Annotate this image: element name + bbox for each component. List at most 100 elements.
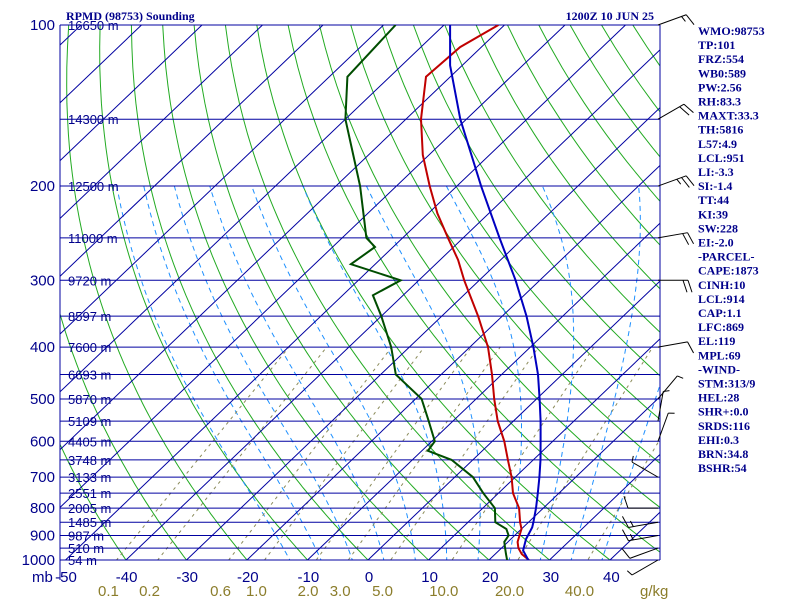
dry-adiabat: [60, 443, 127, 560]
index-text: EI:-2.0: [698, 236, 734, 250]
wind-barbs: [621, 14, 695, 576]
index-text: MAXT:33.3: [698, 109, 759, 123]
wind-barb-flag: [683, 103, 694, 113]
wind-barb-flag: [687, 232, 695, 245]
wind-barb: [657, 375, 684, 400]
wind-barb: [657, 103, 694, 120]
index-text: SI:-1.4: [698, 179, 732, 193]
isotherm: [428, 338, 660, 560]
height-label: 3748 m: [68, 453, 111, 468]
index-text: MPL:69: [698, 348, 741, 362]
height-label: 8597 m: [68, 309, 111, 324]
mixing-ratio-tick-label: 5.0: [372, 583, 393, 600]
pressure-tick-label: 100: [30, 17, 55, 34]
wind-barb-half-flag: [631, 455, 634, 463]
mixing-ratio-line: [390, 346, 539, 560]
height-label: 3133 m: [68, 470, 111, 485]
axis-unit-label: mb: [32, 569, 53, 586]
index-text: PW:2.56: [698, 80, 742, 94]
index-text: SRDS:116: [698, 419, 750, 433]
wind-barb-staff: [657, 412, 669, 442]
moist-adiabat: [445, 185, 522, 560]
height-label: 5109 m: [68, 414, 111, 429]
wind-barb-flag: [687, 280, 693, 293]
isotherm: [307, 222, 660, 560]
wind-barb: [621, 547, 659, 559]
height-label: 54 m: [68, 553, 97, 568]
height-label: 7600 m: [68, 340, 111, 355]
isotherm: [0, 25, 21, 560]
height-label: 14300 m: [68, 112, 119, 127]
isotherm: [125, 49, 660, 560]
index-text: STM:313/9: [698, 377, 755, 391]
height-label: 510 m: [68, 541, 104, 556]
temperature-tick-label: 30: [542, 569, 559, 586]
wind-barb-flag: [621, 516, 629, 528]
index-text: TT:44: [698, 193, 729, 207]
wind-barb-staff: [657, 341, 688, 348]
index-text: KI:39: [698, 207, 728, 221]
moist-adiabat: [366, 185, 481, 560]
height-label: 1485 m: [68, 515, 111, 530]
isobars: [59, 24, 661, 580]
mixing-ratio-unit: g/kg: [640, 583, 668, 600]
isotherm: [367, 280, 660, 560]
dry-adiabat: [600, 25, 660, 113]
isotherm: [60, 25, 384, 335]
index-text: TP:101: [698, 38, 735, 52]
height-label: 5870 m: [68, 392, 111, 407]
mixing-ratio-lines: [115, 346, 660, 560]
wind-barb: [621, 529, 659, 542]
dry-adiabat: [60, 312, 188, 560]
wind-barb-staff: [629, 547, 659, 559]
dry-adiabat: [130, 25, 369, 560]
height-label: 987 m: [68, 529, 104, 544]
wind-barb-flag: [681, 177, 690, 188]
mixing-ratio-tick-label: 20.0: [495, 583, 524, 600]
mixing-ratio-tick-label: 40.0: [565, 583, 594, 600]
wind-barb: [657, 232, 695, 245]
profile-lines: [344, 25, 542, 560]
index-text: L57:4.9: [698, 137, 737, 151]
moist-adiabat: [570, 186, 641, 560]
dry-adiabat: [256, 25, 611, 560]
wind-barb-half-flag: [629, 520, 634, 527]
index-text: BRN:34.8: [698, 447, 748, 461]
wind-barb-half-flag: [677, 375, 684, 379]
dry-adiabat: [444, 25, 660, 333]
index-text: WB0:589: [698, 66, 746, 80]
height-label: 11000 m: [68, 231, 118, 246]
pressure-tick-label: 900: [30, 528, 55, 545]
pressure-tick-label: 700: [30, 469, 55, 486]
mixing-ratio-line: [115, 346, 290, 560]
wind-barb-flag: [685, 175, 695, 187]
index-text: LFC:869: [698, 320, 744, 334]
chart-subtitle: 1200Z 10 JUN 25: [566, 9, 654, 23]
wind-barb: [657, 14, 695, 26]
pressure-tick-label: 200: [30, 178, 55, 195]
mixing-ratio-line: [517, 346, 654, 560]
isotherm: [60, 25, 203, 162]
wind-barb-staff: [631, 461, 659, 478]
wind-barb: [658, 279, 693, 293]
dewpoint-line: [344, 25, 510, 560]
moist-adiabat: [209, 185, 385, 560]
height-label: 9720 m: [68, 273, 111, 288]
moist-adiabat: [302, 185, 448, 560]
temperature-tick-label: 10: [421, 569, 438, 586]
height-label: 2005 m: [68, 501, 111, 516]
index-text: CINH:10: [698, 278, 745, 292]
wind-barb-flag: [621, 548, 631, 559]
mixing-ratio-tick-label: 10.0: [429, 583, 458, 600]
wind-barb: [621, 516, 659, 528]
height-label: 16650 m: [68, 18, 119, 33]
parcel-line: [449, 25, 542, 560]
pressure-tick-label: 300: [30, 272, 55, 289]
wind-barb-flag: [685, 14, 695, 25]
mixing-ratio-line: [315, 346, 472, 560]
index-text: TH:5816: [698, 123, 743, 137]
isotherm: [488, 395, 660, 560]
index-text: SW:228: [698, 221, 738, 235]
height-label: 12500 m: [68, 179, 119, 194]
